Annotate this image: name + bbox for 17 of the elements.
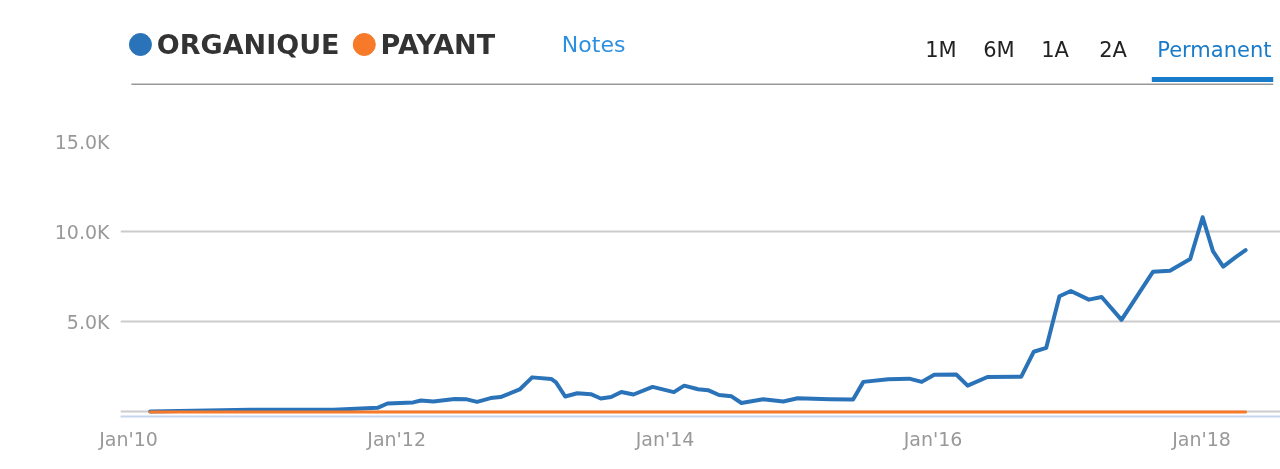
x-tick-label: Jan'18 [1171,427,1231,450]
text: Notes [561,32,626,57]
text: 1A [1041,37,1070,62]
text: Permanent [1157,37,1272,62]
legend-label: PAYANT [380,29,496,60]
x-tick-label: Jan'14 [634,427,695,450]
x-tick-label: Jan'10 [98,427,158,450]
y-tick-label: 5.0K [66,310,111,333]
legend-label: ORGANIQUE [156,29,340,60]
text: 2A [1099,37,1128,62]
x-tick-label: Jan'12 [366,427,426,450]
x-tick-label: Jan'16 [902,427,963,450]
text: 1M [925,37,957,62]
y-tick-label: 10.0K [54,220,111,243]
line-series [148,215,1248,414]
text: 6M [983,37,1015,62]
y-tick-label: 15.0K [54,130,111,153]
